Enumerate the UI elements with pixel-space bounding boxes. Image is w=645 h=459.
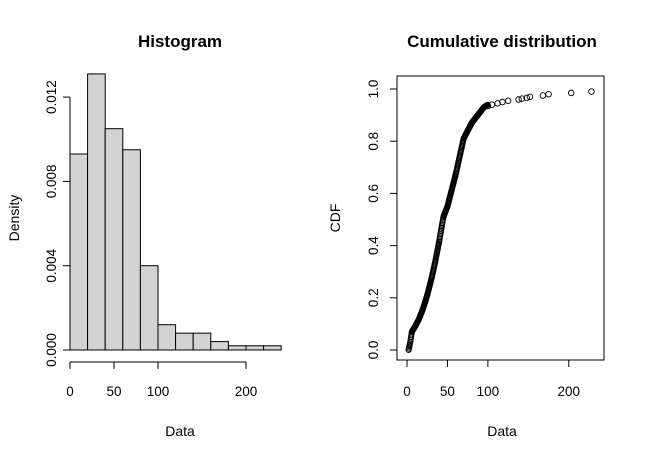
histogram-x-tick-label: 100 (147, 384, 170, 399)
histogram-bars (69, 73, 282, 351)
histogram-bar (139, 265, 159, 351)
cdf-point (504, 97, 512, 104)
cdf-point (539, 92, 547, 99)
cdf-x-tick-label: 0 (403, 384, 411, 399)
histogram-bar (192, 332, 212, 351)
histogram-bar (263, 345, 282, 351)
cdf-point (523, 94, 530, 102)
histogram-y-label: Density (6, 195, 22, 242)
cdf-x-tick-label: 200 (558, 384, 581, 399)
histogram-title: Histogram (138, 32, 222, 51)
histogram-bar (210, 341, 229, 351)
histogram-x-tick-label: 50 (106, 384, 121, 399)
cdf-x-tick-label: 100 (477, 384, 500, 399)
cdf-x-tick-label: 50 (440, 384, 455, 399)
cdf-point (494, 100, 501, 107)
cdf-point (518, 95, 526, 102)
histogram-y-tick-label: 0.008 (44, 164, 59, 198)
cdf-y-tick-label: 0.2 (366, 288, 381, 307)
cdf-point (526, 93, 534, 101)
histogram-y-tick-label: 0.004 (44, 248, 59, 282)
cdf-y-tick-label: 0.6 (366, 184, 381, 203)
cdf-x-axis: 0 50 100 200 (403, 360, 580, 399)
cdf-title: Cumulative distribution (407, 32, 597, 51)
cdf-point (567, 89, 575, 97)
cdf-plot-box (396, 75, 605, 361)
histogram-x-axis: 0 50 100 200 (66, 361, 258, 399)
cdf-points (405, 88, 595, 354)
histogram-y-tick-label: 0.000 (44, 333, 59, 367)
cdf-point (484, 102, 492, 110)
histogram-bar (157, 324, 177, 351)
histogram-bar (245, 345, 265, 351)
cdf-y-tick-label: 0.0 (366, 341, 381, 360)
histogram-bar (227, 345, 247, 351)
cdf-y-tick-label: 1.0 (366, 80, 381, 99)
histogram-bar (104, 128, 124, 351)
histogram-bar (122, 149, 141, 351)
histogram-x-tick-label: 0 (66, 384, 74, 399)
cdf-y-axis: 0.0 0.2 0.4 0.6 0.8 1.0 (366, 80, 397, 360)
cdf-x-label: Data (487, 423, 517, 439)
histogram-bar (87, 73, 106, 351)
histogram-y-axis: 0.000 0.004 0.008 0.012 (44, 80, 71, 367)
histogram-panel: Histogram 0 50 100 200 0.000 0.004 0.008 0.012… (6, 32, 282, 439)
cdf-y-label: CDF (327, 204, 343, 233)
cdf-panel: Cumulative distribution 0 50 100 200 0.0 0.2… (327, 32, 605, 439)
cdf-y-tick-label: 0.4 (366, 236, 381, 255)
cdf-y-tick-label: 0.8 (366, 132, 381, 151)
histogram-y-tick-label: 0.012 (44, 80, 59, 114)
cdf-point (515, 96, 522, 103)
cdf-point (545, 90, 552, 98)
histogram-x-label: Data (165, 423, 195, 439)
cdf-point (588, 88, 595, 95)
histogram-bar (69, 153, 89, 351)
histogram-x-tick-label: 200 (235, 384, 258, 399)
histogram-bar (175, 332, 194, 351)
